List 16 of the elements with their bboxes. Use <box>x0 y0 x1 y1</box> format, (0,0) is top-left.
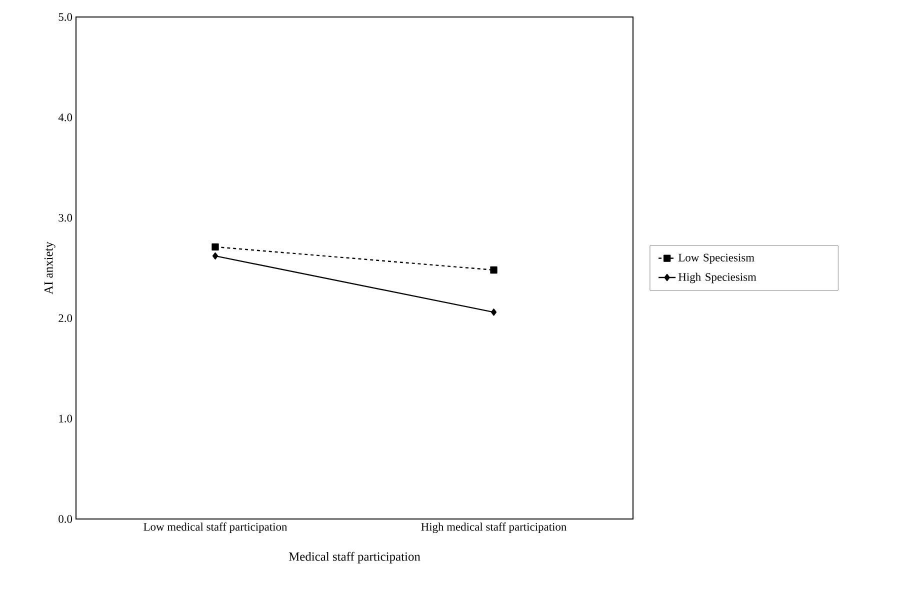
point <box>212 243 219 250</box>
x-tick-label: Low medical staff participation <box>144 522 288 534</box>
x-tick-label: High medical staff participation <box>421 522 566 534</box>
legend-label: High Speciesism <box>678 272 756 284</box>
y-axis-title: AI anxiety <box>44 242 56 294</box>
y-tick-label: 2.0 <box>58 314 72 322</box>
y-tick-label: 3.0 <box>58 214 72 222</box>
point <box>490 308 497 316</box>
y-tick-label: 0.0 <box>58 515 72 523</box>
legend-label: Low Speciesism <box>678 254 754 264</box>
point <box>212 252 218 260</box>
y-tick-label: 4.0 <box>58 114 72 122</box>
x-axis-title: Medical staff participation <box>288 552 420 564</box>
y-tick-label: 5.0 <box>58 13 72 21</box>
y-tick-label: 1.0 <box>59 414 72 422</box>
point <box>490 266 498 274</box>
